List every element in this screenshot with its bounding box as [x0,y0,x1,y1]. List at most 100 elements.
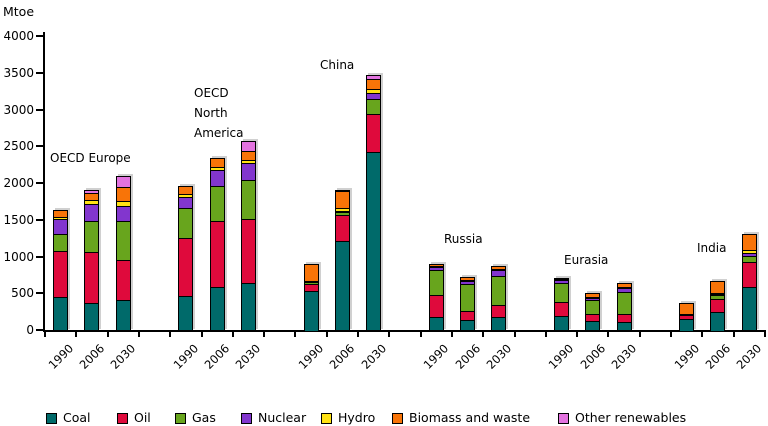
segment-nuclear [116,205,130,221]
bar-china-1990 [303,263,319,331]
segment-nuclear [54,219,68,235]
segment-gas [617,292,631,314]
legend-label: Oil [134,410,151,425]
segment-gas [304,282,318,284]
x-axis-tick [388,332,391,337]
x-axis-tick [763,332,766,337]
x-axis-tick [701,332,704,337]
segment-oil [54,251,68,297]
x-axis-year-label: 2006 [577,341,608,372]
segment-biomass-and-waste [210,159,224,168]
x-axis-tick [670,332,672,337]
segment-oil [304,283,318,291]
segment-oil [586,314,600,322]
segment-nuclear [367,93,381,100]
segment-coal [680,319,694,331]
segment-hydro [85,200,99,204]
segment-hydro [429,266,443,268]
segment-gas [586,300,600,315]
bar-oecd-north-america-2006 [209,158,225,331]
segment-gas [429,270,443,296]
segment-hydro [335,207,349,211]
region-label-india: India [697,241,727,255]
segment-other-renewables [241,141,255,151]
segment-nuclear [492,270,506,276]
segment-other-renewables [116,177,130,188]
x-axis-tick [294,332,297,337]
x-axis-tick [638,332,641,337]
bar-india-2006 [710,281,726,331]
segment-gas [335,211,349,215]
segment-nuclear [429,267,443,271]
segment-hydro [492,268,506,271]
y-axis-tick [36,71,43,74]
legend-label: Hydro [338,410,376,425]
legend-swatch-biomass-and-waste [392,412,403,424]
y-axis-tick [36,255,43,258]
segment-hydro [179,194,193,198]
x-axis-tick [357,332,359,337]
segment-biomass-and-waste [492,266,506,269]
x-axis-tick [576,332,579,337]
segment-gas [680,314,694,316]
legend-swatch-oil [117,412,128,424]
segment-coal [367,152,381,330]
y-axis-unit-label: Mtoe [3,4,35,19]
y-axis-tick [36,108,43,111]
bar-oecd-north-america-2030 [240,140,256,331]
legend-swatch-coal [46,412,57,424]
segment-biomass-and-waste [116,187,130,202]
segment-coal [304,290,318,331]
segment-gas [116,220,130,260]
legend-label: Coal [63,410,91,425]
legend-item-coal: Coal [46,410,91,426]
legend-swatch-nuclear [241,412,252,424]
segment-hydro [54,216,68,219]
x-axis-tick [169,332,172,337]
segment-nuclear [85,203,99,222]
x-axis-year-label: 1990 [671,341,702,372]
bar-oecd-europe-2006 [84,189,100,331]
x-axis-year-label: 2006 [201,341,233,372]
bar-eurasia-1990 [553,277,569,331]
segment-biomass-and-waste [680,304,694,315]
segment-oil [241,218,255,283]
x-axis-year-label: 2030 [107,341,139,372]
region-label-oecd-europe: OECD Europe [50,151,131,165]
segment-oil [367,114,381,153]
segment-oil [85,252,99,304]
segment-biomass-and-waste [335,191,349,208]
x-axis-tick [200,332,203,337]
x-axis-tick [513,332,516,337]
x-axis-tick [44,332,46,337]
segment-oil [680,315,694,320]
segment-oil [116,259,130,300]
region-label-oecd-north-america: OECD North America [194,86,244,140]
segment-hydro [461,280,475,282]
x-axis-year-label: 2030 [483,341,515,372]
x-axis-tick [231,332,234,337]
bar-eurasia-2030 [616,283,632,331]
segment-biomass-and-waste [367,79,381,89]
x-axis-year-label: 2006 [326,341,358,372]
bar-oecd-europe-1990 [53,209,69,331]
segment-gas [461,284,475,311]
segment-hydro [554,278,568,280]
bar-oecd-europe-2030 [115,176,131,331]
x-axis-tick [325,332,328,337]
bar-oecd-north-america-1990 [178,186,194,331]
x-axis-year-label: 1990 [295,341,327,372]
segment-gas [554,282,568,302]
segment-gas [210,185,224,222]
x-axis-tick [419,332,422,337]
segment-gas [742,255,756,262]
x-axis-tick [137,332,140,337]
segment-hydro [367,88,381,94]
region-label-china: China [320,58,355,72]
x-axis-tick [75,332,78,337]
segment-oil [554,301,568,317]
x-axis-year-label: 2006 [702,341,734,372]
segment-coal [742,286,756,330]
y-axis-tick-label: 0 [26,323,34,337]
